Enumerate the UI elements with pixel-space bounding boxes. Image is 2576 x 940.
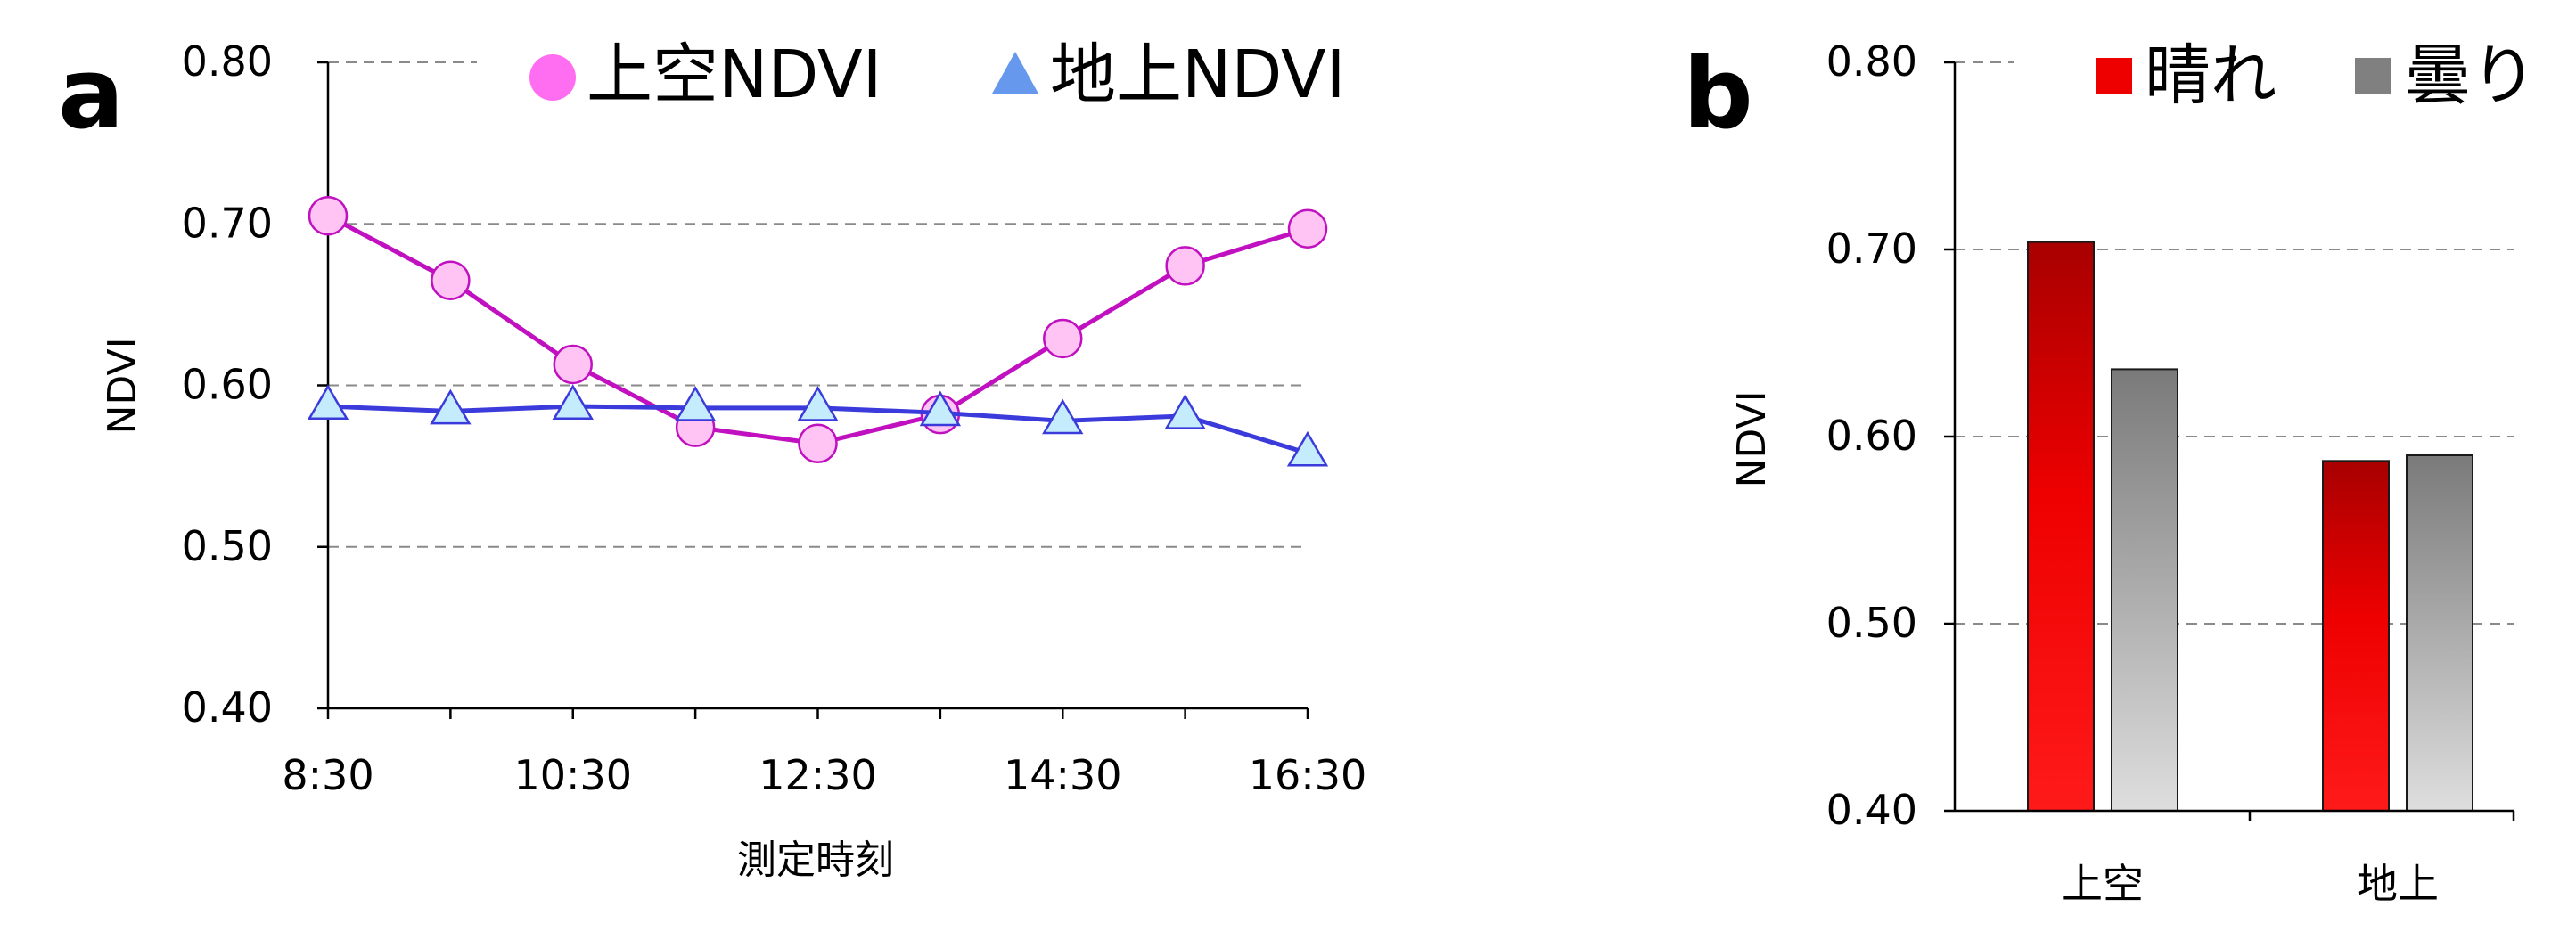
y-tick-label-a: 0.50 (182, 522, 273, 570)
legend-swatch-cloudy (2355, 58, 2391, 94)
x-tick-label-a: 16:30 (1249, 751, 1367, 799)
data-point-ground (1164, 394, 1206, 429)
legend-swatch-sunny (2096, 58, 2132, 94)
data-point-aerial (1165, 246, 1205, 286)
x-tick-label-a: 8:30 (282, 751, 373, 799)
y-axis-label-b: NDVI (1729, 390, 1775, 487)
legend-a: 上空NDVI 地上NDVI (529, 37, 1345, 113)
data-point-ground (1286, 430, 1329, 467)
y-tick-label-b: 0.60 (1826, 412, 1917, 460)
chart-b: b 0.40 0.50 0.60 0.70 0.80 上空 地上 晴れ 曇り NDVI (1683, 37, 2537, 908)
data-point-aerial (798, 423, 838, 463)
legend-label-aerial: 上空NDVI (587, 37, 882, 113)
legend-marker-aerial (529, 54, 576, 101)
y-tick-label-a: 0.80 (182, 37, 273, 86)
panel-label-a: a (58, 37, 124, 151)
y-axis-label-a: NDVI (100, 337, 145, 434)
data-point-aerial (308, 195, 349, 236)
legend-label-sunny: 晴れ (2145, 37, 2277, 114)
data-point-ground (552, 384, 594, 420)
data-point-aerial (553, 344, 593, 385)
legend-b: 晴れ 曇り (2096, 37, 2537, 114)
x-category-label-b: 上空 (2062, 860, 2144, 908)
legend-marker-ground (992, 52, 1038, 94)
series-a (307, 195, 1329, 467)
data-point-aerial (1287, 208, 1328, 249)
ticks-b: 0.40 0.50 0.60 0.70 0.80 上空 地上 (1826, 37, 2515, 908)
x-tick-label-a: 14:30 (1004, 751, 1122, 799)
series-b (2027, 241, 2473, 813)
bar-cloudy-0 (2111, 368, 2178, 812)
y-tick-label-a: 0.40 (182, 683, 273, 732)
legend-label-ground: 地上NDVI (1050, 37, 1345, 113)
y-tick-label-a: 0.70 (182, 199, 273, 247)
data-point-ground (919, 390, 962, 427)
x-axis-label-a: 測定時刻 (737, 838, 894, 883)
chart-a: a 0.40 0.50 0.60 0.70 0.80 8:30 10:30 12:30 14:3… (58, 37, 1366, 883)
data-point-ground (1042, 398, 1084, 435)
x-tick-label-a: 10:30 (513, 751, 632, 799)
x-category-label-b: 地上 (2357, 860, 2439, 908)
data-point-ground (797, 386, 839, 421)
legend-label-cloudy: 曇り (2405, 37, 2537, 114)
data-point-ground (430, 388, 472, 425)
y-tick-label-b: 0.50 (1826, 599, 1917, 647)
panel-label-b: b (1683, 37, 1753, 151)
data-point-ground (674, 386, 717, 421)
data-point-aerial (1043, 318, 1083, 359)
bar-cloudy-1 (2406, 454, 2473, 812)
y-tick-label-b: 0.70 (1826, 225, 1917, 273)
grid-a (328, 61, 1308, 548)
y-tick-label-a: 0.60 (182, 361, 273, 409)
y-tick-label-b: 0.80 (1826, 37, 1917, 86)
ticks-a: 0.40 0.50 0.60 0.70 0.80 8:30 10:30 12:30 14:30 1… (182, 37, 1367, 799)
data-point-aerial (431, 260, 471, 300)
y-tick-label-b: 0.40 (1826, 786, 1917, 834)
x-tick-label-a: 12:30 (759, 751, 877, 799)
bar-sunny-1 (2322, 460, 2390, 812)
data-point-ground (307, 384, 349, 420)
bar-sunny-0 (2027, 241, 2095, 813)
